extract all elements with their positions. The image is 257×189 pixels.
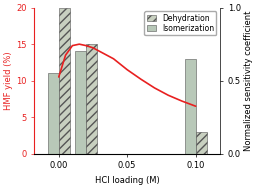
Y-axis label: Normalized sensitivity coefficient: Normalized sensitivity coefficient [244,10,253,151]
Y-axis label: HMF yield (%): HMF yield (%) [4,51,13,110]
Bar [185,59,196,154]
Bar [59,8,70,154]
Bar [48,73,59,154]
Bar [75,51,86,154]
Bar [86,44,97,154]
X-axis label: HCl loading (M): HCl loading (M) [95,176,160,185]
Bar [196,132,207,154]
Legend: Dehydration, Isomerization: Dehydration, Isomerization [144,12,216,35]
